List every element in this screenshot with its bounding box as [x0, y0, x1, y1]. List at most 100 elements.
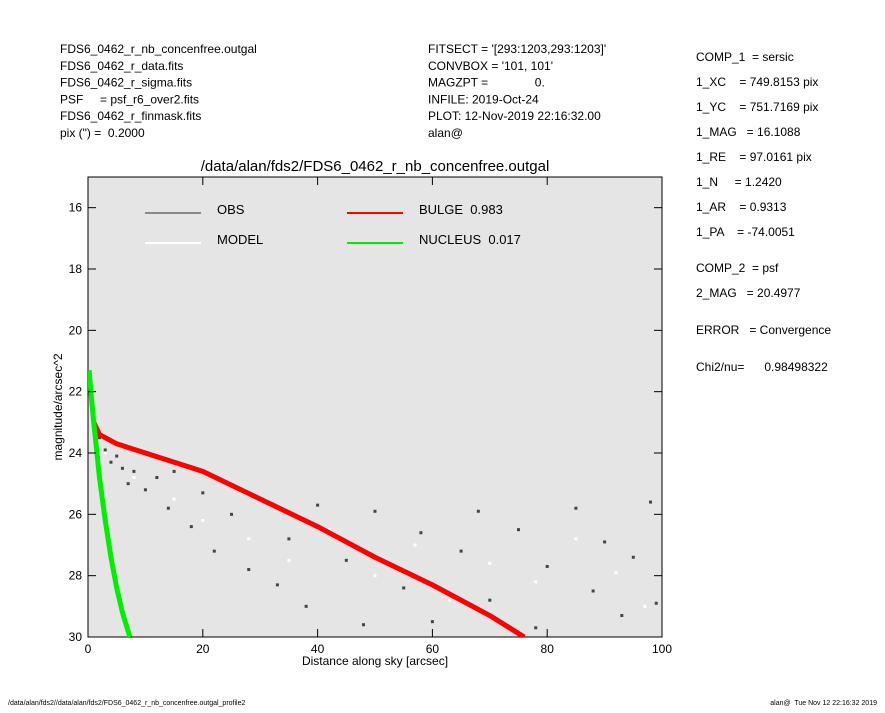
data-point: [430, 620, 434, 624]
header-right-line: Chi2/nu= 0.98498322: [696, 360, 828, 374]
footer-left: /data/alan/fds2//data/alan/fds2/FDS6_046…: [8, 700, 246, 707]
data-point: [230, 512, 233, 516]
data-point: [115, 454, 119, 458]
data-point: [545, 564, 549, 568]
plot-marks: [88, 370, 658, 637]
legend-label: MODEL: [217, 232, 263, 247]
header-right-line: 1_N = 1.2420: [696, 175, 782, 189]
data-point: [534, 580, 538, 584]
header-left-line: FDS6_0462_r_data.fits: [60, 59, 183, 73]
x-tick-label: 0: [85, 642, 92, 656]
plot-area: [87, 176, 663, 638]
data-point: [620, 614, 624, 618]
data-point: [120, 466, 124, 470]
data-point: [201, 518, 205, 522]
legend-label: NUCLEUS 0.017: [419, 232, 521, 247]
data-point: [97, 436, 101, 440]
data-point: [316, 503, 320, 507]
y-tick-label: 26: [69, 507, 83, 521]
y-tick-label: 28: [69, 569, 83, 583]
y-tick-label: 16: [69, 201, 83, 215]
y-tick-label: 18: [69, 262, 83, 276]
header-right-line: ERROR = Convergence: [696, 323, 831, 337]
header-right-line: 1_RE = 97.0161 pix: [696, 150, 812, 164]
data-point: [103, 448, 107, 452]
header-middle-line: alan@: [428, 126, 463, 140]
data-point: [275, 583, 279, 587]
data-point: [534, 626, 538, 630]
data-point: [166, 506, 170, 510]
data-point: [304, 604, 308, 608]
header-middle-line: INFILE: 2019-Oct-24: [428, 92, 539, 106]
data-point: [402, 586, 406, 590]
data-point: [327, 528, 331, 532]
data-point: [373, 509, 377, 513]
data-point: [103, 451, 107, 455]
header-right-line: 1_PA = -74.0051: [696, 225, 795, 239]
data-point: [155, 476, 159, 480]
data-point: [201, 491, 205, 495]
x-axis-label: Distance along sky [arcsec]: [302, 654, 448, 668]
data-point: [344, 558, 348, 562]
y-tick-label: 24: [69, 446, 83, 460]
profile-line: [88, 370, 133, 637]
data-point: [287, 558, 291, 562]
y-tick-label: 22: [69, 385, 83, 399]
header-left-line: FDS6_0462_r_sigma.fits: [60, 76, 192, 90]
y-tick-label: 20: [69, 323, 83, 337]
data-point: [631, 555, 635, 559]
data-point: [172, 469, 176, 473]
legend-label: BULGE 0.983: [419, 202, 503, 217]
data-point: [189, 525, 193, 529]
data-point: [574, 506, 578, 510]
header-left-line: pix (") = 0.2000: [60, 126, 145, 140]
header-middle-line: PLOT: 12-Nov-2019 22:16:32.00: [428, 109, 601, 123]
profile-line: [91, 421, 526, 637]
data-point: [109, 460, 113, 464]
data-point: [419, 531, 423, 535]
x-tick-label: 60: [426, 642, 440, 656]
data-point: [476, 509, 480, 513]
data-point: [247, 568, 251, 572]
y-axis-label: magnitude/arcsec^2: [51, 353, 65, 460]
header-left-line: FDS6_0462_r_nb_concenfree.outgal: [60, 42, 257, 56]
header-right-line: 2_MAG = 20.4977: [696, 286, 801, 300]
header-right-line: COMP_2 = psf: [696, 261, 779, 275]
x-tick-label: 100: [652, 642, 672, 656]
footer-right: alan@ Tue Nov 12 22:16:32 2019: [770, 700, 877, 707]
legend-label: OBS: [217, 202, 245, 217]
data-point: [614, 571, 618, 575]
header-right-line: 1_YC = 751.7169 pix: [696, 100, 818, 114]
data-point: [488, 598, 492, 602]
data-point: [574, 537, 578, 541]
data-point: [132, 476, 136, 480]
x-tick-label: 20: [196, 642, 210, 656]
data-point: [459, 549, 463, 553]
data-point: [247, 537, 251, 541]
data-point: [448, 598, 452, 602]
data-point: [172, 497, 176, 501]
header-right-line: COMP_1 = sersic: [696, 50, 794, 64]
header-right-line: 1_AR = 0.9313: [696, 200, 787, 214]
data-point: [517, 528, 520, 532]
data-point: [603, 540, 607, 544]
x-tick-label: 40: [311, 642, 325, 656]
data-point: [287, 537, 291, 541]
header-left-line: FDS6_0462_r_finmask.fits: [60, 109, 201, 123]
data-point: [362, 623, 366, 627]
data-point: [654, 601, 658, 605]
data-point: [126, 482, 130, 486]
header-left-line: PSF = psf_r6_over2.fits: [60, 92, 199, 106]
header-middle-line: MAGZPT = 0.: [428, 76, 545, 90]
header-middle-line: CONVBOX = '101, 101': [428, 59, 553, 73]
data-point: [643, 604, 647, 608]
chart-title: /data/alan/fds2/FDS6_0462_r_nb_concenfre…: [201, 158, 550, 175]
header-right-line: 1_MAG = 16.1088: [696, 125, 801, 139]
header-middle-line: FITSECT = '[293:1203,293:1203]': [428, 42, 606, 56]
data-point: [488, 561, 492, 565]
data-point: [132, 469, 136, 473]
data-point: [413, 543, 417, 547]
data-point: [212, 549, 216, 553]
y-tick-label: 30: [69, 630, 83, 644]
